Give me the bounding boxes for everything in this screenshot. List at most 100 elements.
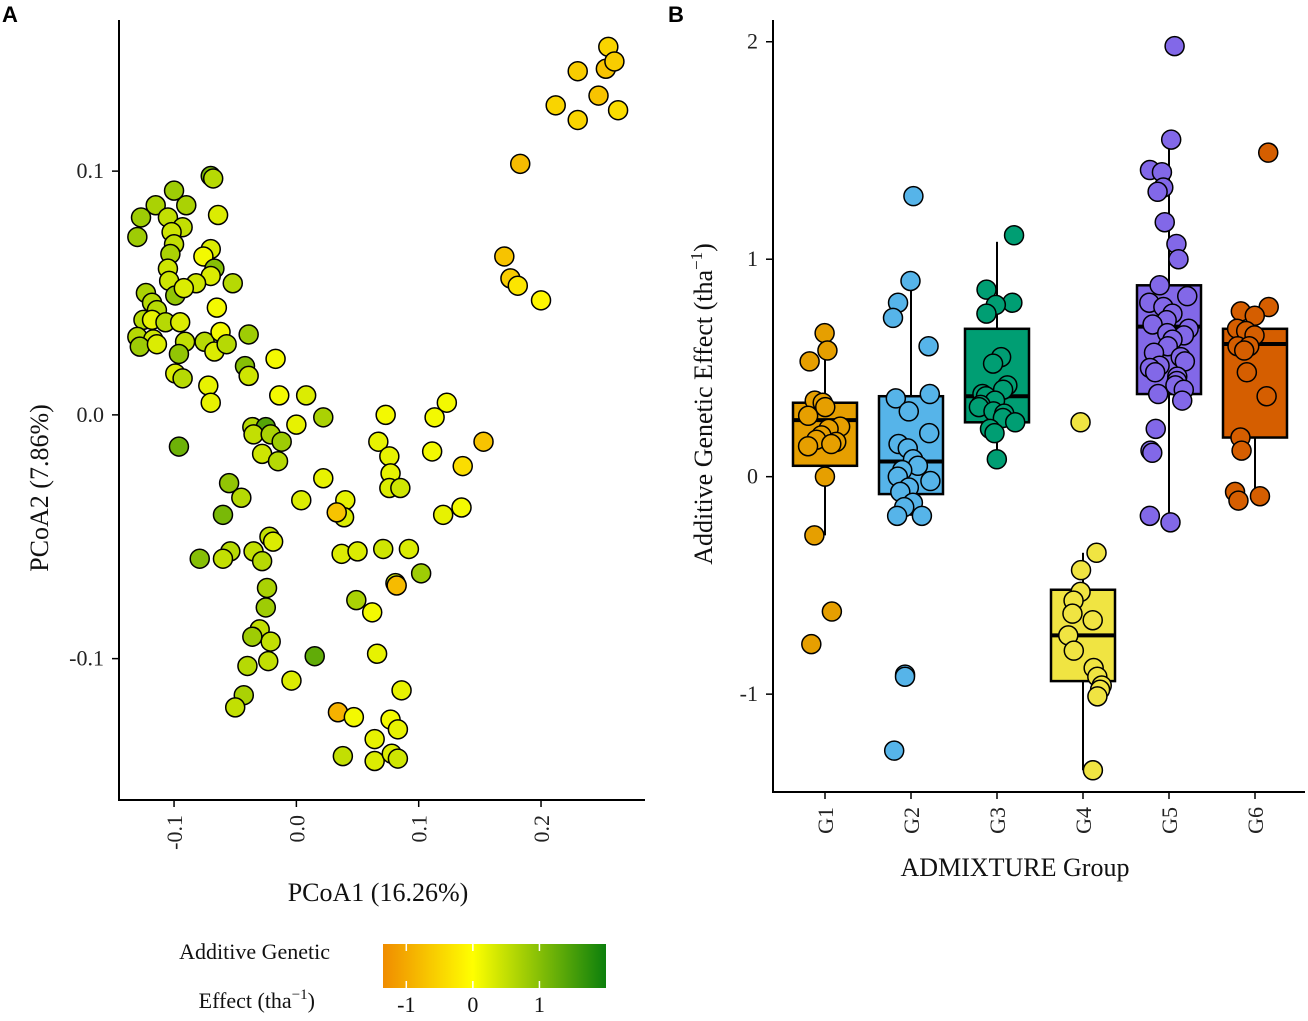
color-legend: Additive Genetic Effect (tha−1) -1 0 1	[179, 939, 606, 1017]
legend-title-line1: Additive Genetic	[179, 939, 330, 964]
scatter-point	[379, 446, 400, 467]
group-point	[1164, 35, 1185, 57]
group-point	[919, 383, 941, 405]
group-point	[882, 307, 904, 329]
legend-title-line2-text: Effect (tha	[199, 988, 292, 1013]
scatter-point	[202, 168, 224, 189]
scatter-point	[218, 472, 240, 494]
legend-title-line2: Effect (tha−1)	[199, 987, 315, 1013]
b-y-tick-label: -1	[740, 681, 758, 706]
b-y-axis-title-close: )	[689, 243, 718, 252]
scatter-point	[255, 597, 277, 618]
group-point	[1144, 362, 1166, 383]
scatter-point	[130, 207, 152, 228]
b-x-tick-label: G1	[813, 807, 838, 834]
group-point	[886, 505, 908, 527]
group-point	[1087, 686, 1108, 707]
scatter-point	[410, 563, 432, 584]
a-x-tick-label: -0.1	[162, 815, 187, 850]
scatter-point	[163, 180, 185, 201]
legend-title-superscript: −1	[292, 987, 308, 1003]
scatter-point	[588, 85, 609, 106]
group-point	[815, 396, 836, 418]
group-point	[1142, 442, 1163, 464]
group-point	[911, 505, 933, 527]
scatter-point	[436, 392, 458, 413]
scatter-point	[473, 431, 494, 452]
scatter-point	[212, 504, 234, 526]
group-point	[898, 401, 920, 422]
b-y-tick-label: 0	[747, 464, 758, 489]
group-point	[1003, 225, 1025, 246]
group-point	[1145, 418, 1166, 440]
group-point	[894, 666, 916, 687]
scatter-point	[286, 414, 307, 435]
legend-title-close: )	[308, 988, 315, 1013]
legend-tick-label: 1	[534, 992, 545, 1017]
a-x-tick-label: 0.1	[407, 815, 432, 843]
scatter-point	[238, 365, 259, 387]
scatter-point	[332, 745, 354, 767]
scatter-point	[242, 626, 263, 647]
boxes	[791, 35, 1289, 781]
scatter-point	[127, 226, 148, 248]
scatter-point	[168, 436, 190, 457]
scatter-point	[372, 538, 394, 560]
b-x-tick-label: G6	[1243, 807, 1268, 834]
scatter-point	[604, 51, 625, 72]
scatter-point	[172, 368, 193, 389]
group-point	[797, 435, 819, 457]
panel-a-scatter: -0.10.00.1 -0.1 0.0 0.1 0.2 PCoA1 (16.26%) …	[25, 20, 645, 907]
scatter-point	[189, 548, 210, 569]
b-x-tick-label: G4	[1071, 807, 1096, 834]
group-point	[1062, 603, 1083, 624]
group-point	[821, 601, 843, 622]
b-x-ticks: G1 G2 G3 G4 G5 G6	[813, 792, 1268, 834]
scatter-point	[176, 195, 197, 216]
legend-ticks: -1 0 1	[397, 944, 545, 1017]
group-point	[1177, 285, 1198, 307]
group-point	[1004, 412, 1026, 433]
a-x-tick-label: 0.0	[284, 815, 309, 843]
a-x-axis-title: PCoA1 (16.26%)	[288, 878, 469, 907]
b-y-ticks: -1 0 1 2	[740, 29, 773, 706]
scatter-point	[390, 477, 411, 499]
group-point	[1236, 362, 1258, 383]
b-x-axis-title: ADMIXTURE Group	[901, 853, 1130, 882]
scatter-point	[387, 748, 409, 769]
scatter-point	[366, 643, 388, 664]
scatter-point	[424, 407, 445, 428]
scatter-point	[494, 246, 515, 267]
group-point	[817, 340, 838, 361]
b-x-tick-label: G5	[1157, 807, 1182, 834]
group-point	[1168, 248, 1189, 270]
group-point	[1086, 542, 1107, 564]
panel-b-letter: B	[668, 2, 684, 27]
group-point	[1070, 412, 1091, 433]
a-x-tick-label: 0.2	[529, 815, 554, 843]
scatter-point	[265, 348, 286, 370]
group-point	[920, 470, 941, 492]
scatter-point	[375, 404, 396, 426]
scatter-point	[262, 531, 284, 552]
scatter-point	[509, 153, 531, 175]
scatter-point	[343, 706, 365, 728]
group-point	[1171, 390, 1193, 411]
scatter-point	[361, 602, 383, 623]
scatter-point	[216, 333, 237, 355]
scatter-point	[364, 728, 385, 750]
group-point	[1256, 385, 1277, 407]
scatter-point	[313, 407, 334, 428]
scatter-point	[432, 504, 454, 526]
scatter-point	[256, 577, 278, 599]
a-y-tick-label: 0.1	[77, 158, 105, 183]
group-point	[1233, 340, 1255, 361]
scatter-point	[347, 541, 368, 562]
group-point	[1063, 640, 1085, 661]
scatter-point	[200, 392, 221, 413]
a-y-axis-title: PCoA2 (7.86%)	[25, 404, 54, 572]
scatter-point	[346, 589, 367, 611]
group-point	[804, 525, 825, 546]
b-y-axis-title-superscript: −1	[687, 252, 706, 270]
